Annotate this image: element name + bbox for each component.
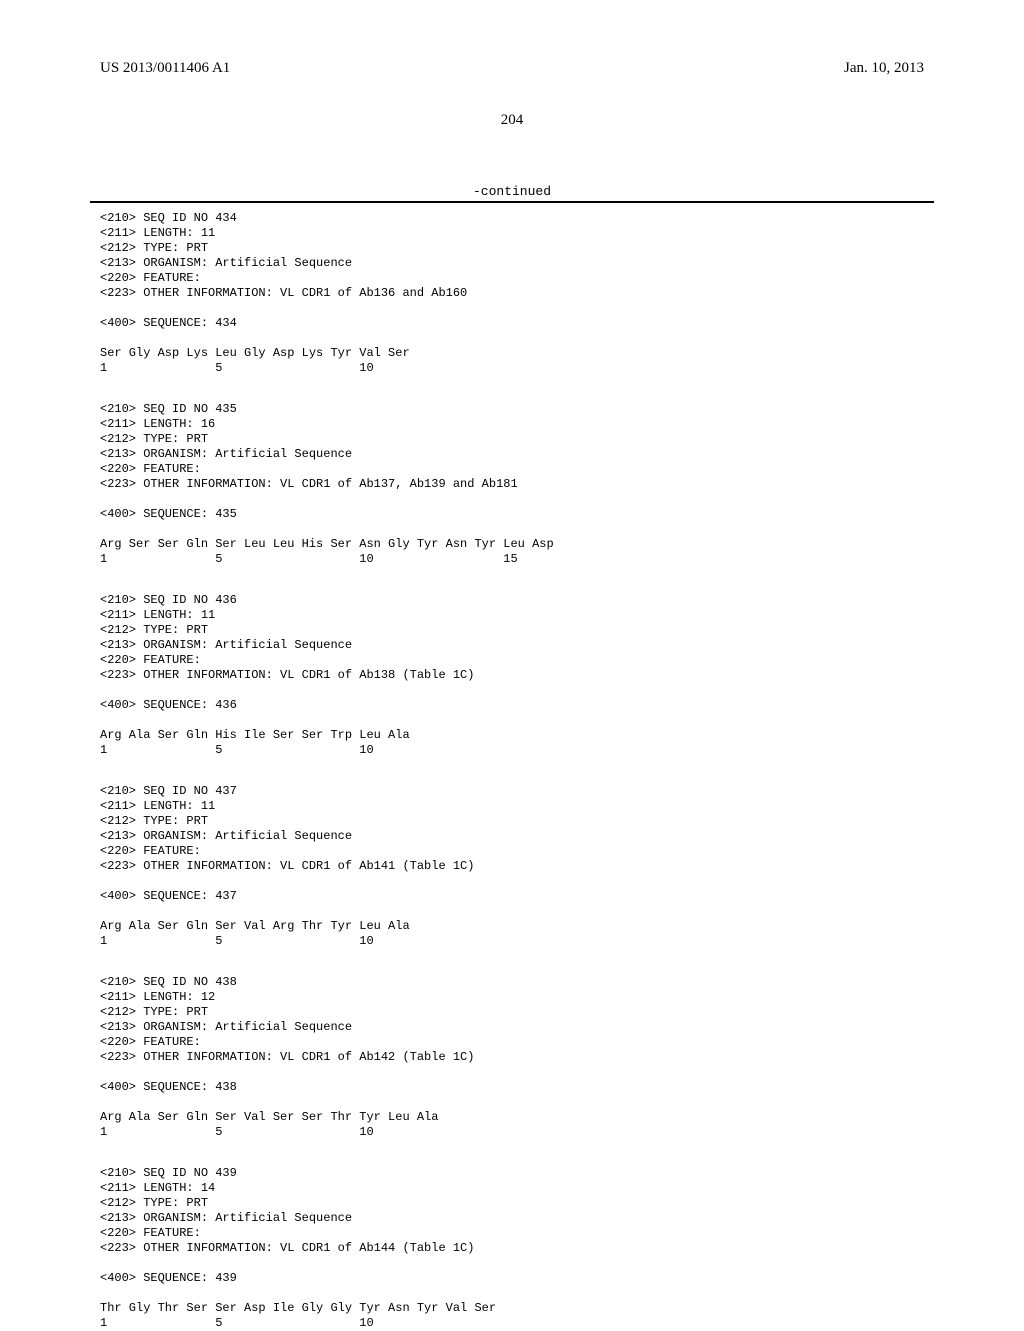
divider-line (90, 201, 934, 203)
sequence-block: <210> SEQ ID NO 437 <211> LENGTH: 11 <21… (100, 784, 924, 949)
sequence-block: <210> SEQ ID NO 434 <211> LENGTH: 11 <21… (100, 211, 924, 376)
sequence-block: <210> SEQ ID NO 435 <211> LENGTH: 16 <21… (100, 402, 924, 567)
publication-number: US 2013/0011406 A1 (100, 60, 230, 77)
publication-date: Jan. 10, 2013 (844, 60, 924, 77)
continued-label: -continued (100, 184, 924, 199)
sequence-block: <210> SEQ ID NO 438 <211> LENGTH: 12 <21… (100, 975, 924, 1140)
page-number: 204 (100, 112, 924, 129)
sequence-block: <210> SEQ ID NO 439 <211> LENGTH: 14 <21… (100, 1166, 924, 1331)
sequence-block: <210> SEQ ID NO 436 <211> LENGTH: 11 <21… (100, 593, 924, 758)
sequence-listing: <210> SEQ ID NO 434 <211> LENGTH: 11 <21… (100, 211, 924, 1331)
page-header: US 2013/0011406 A1 Jan. 10, 2013 (100, 60, 924, 77)
